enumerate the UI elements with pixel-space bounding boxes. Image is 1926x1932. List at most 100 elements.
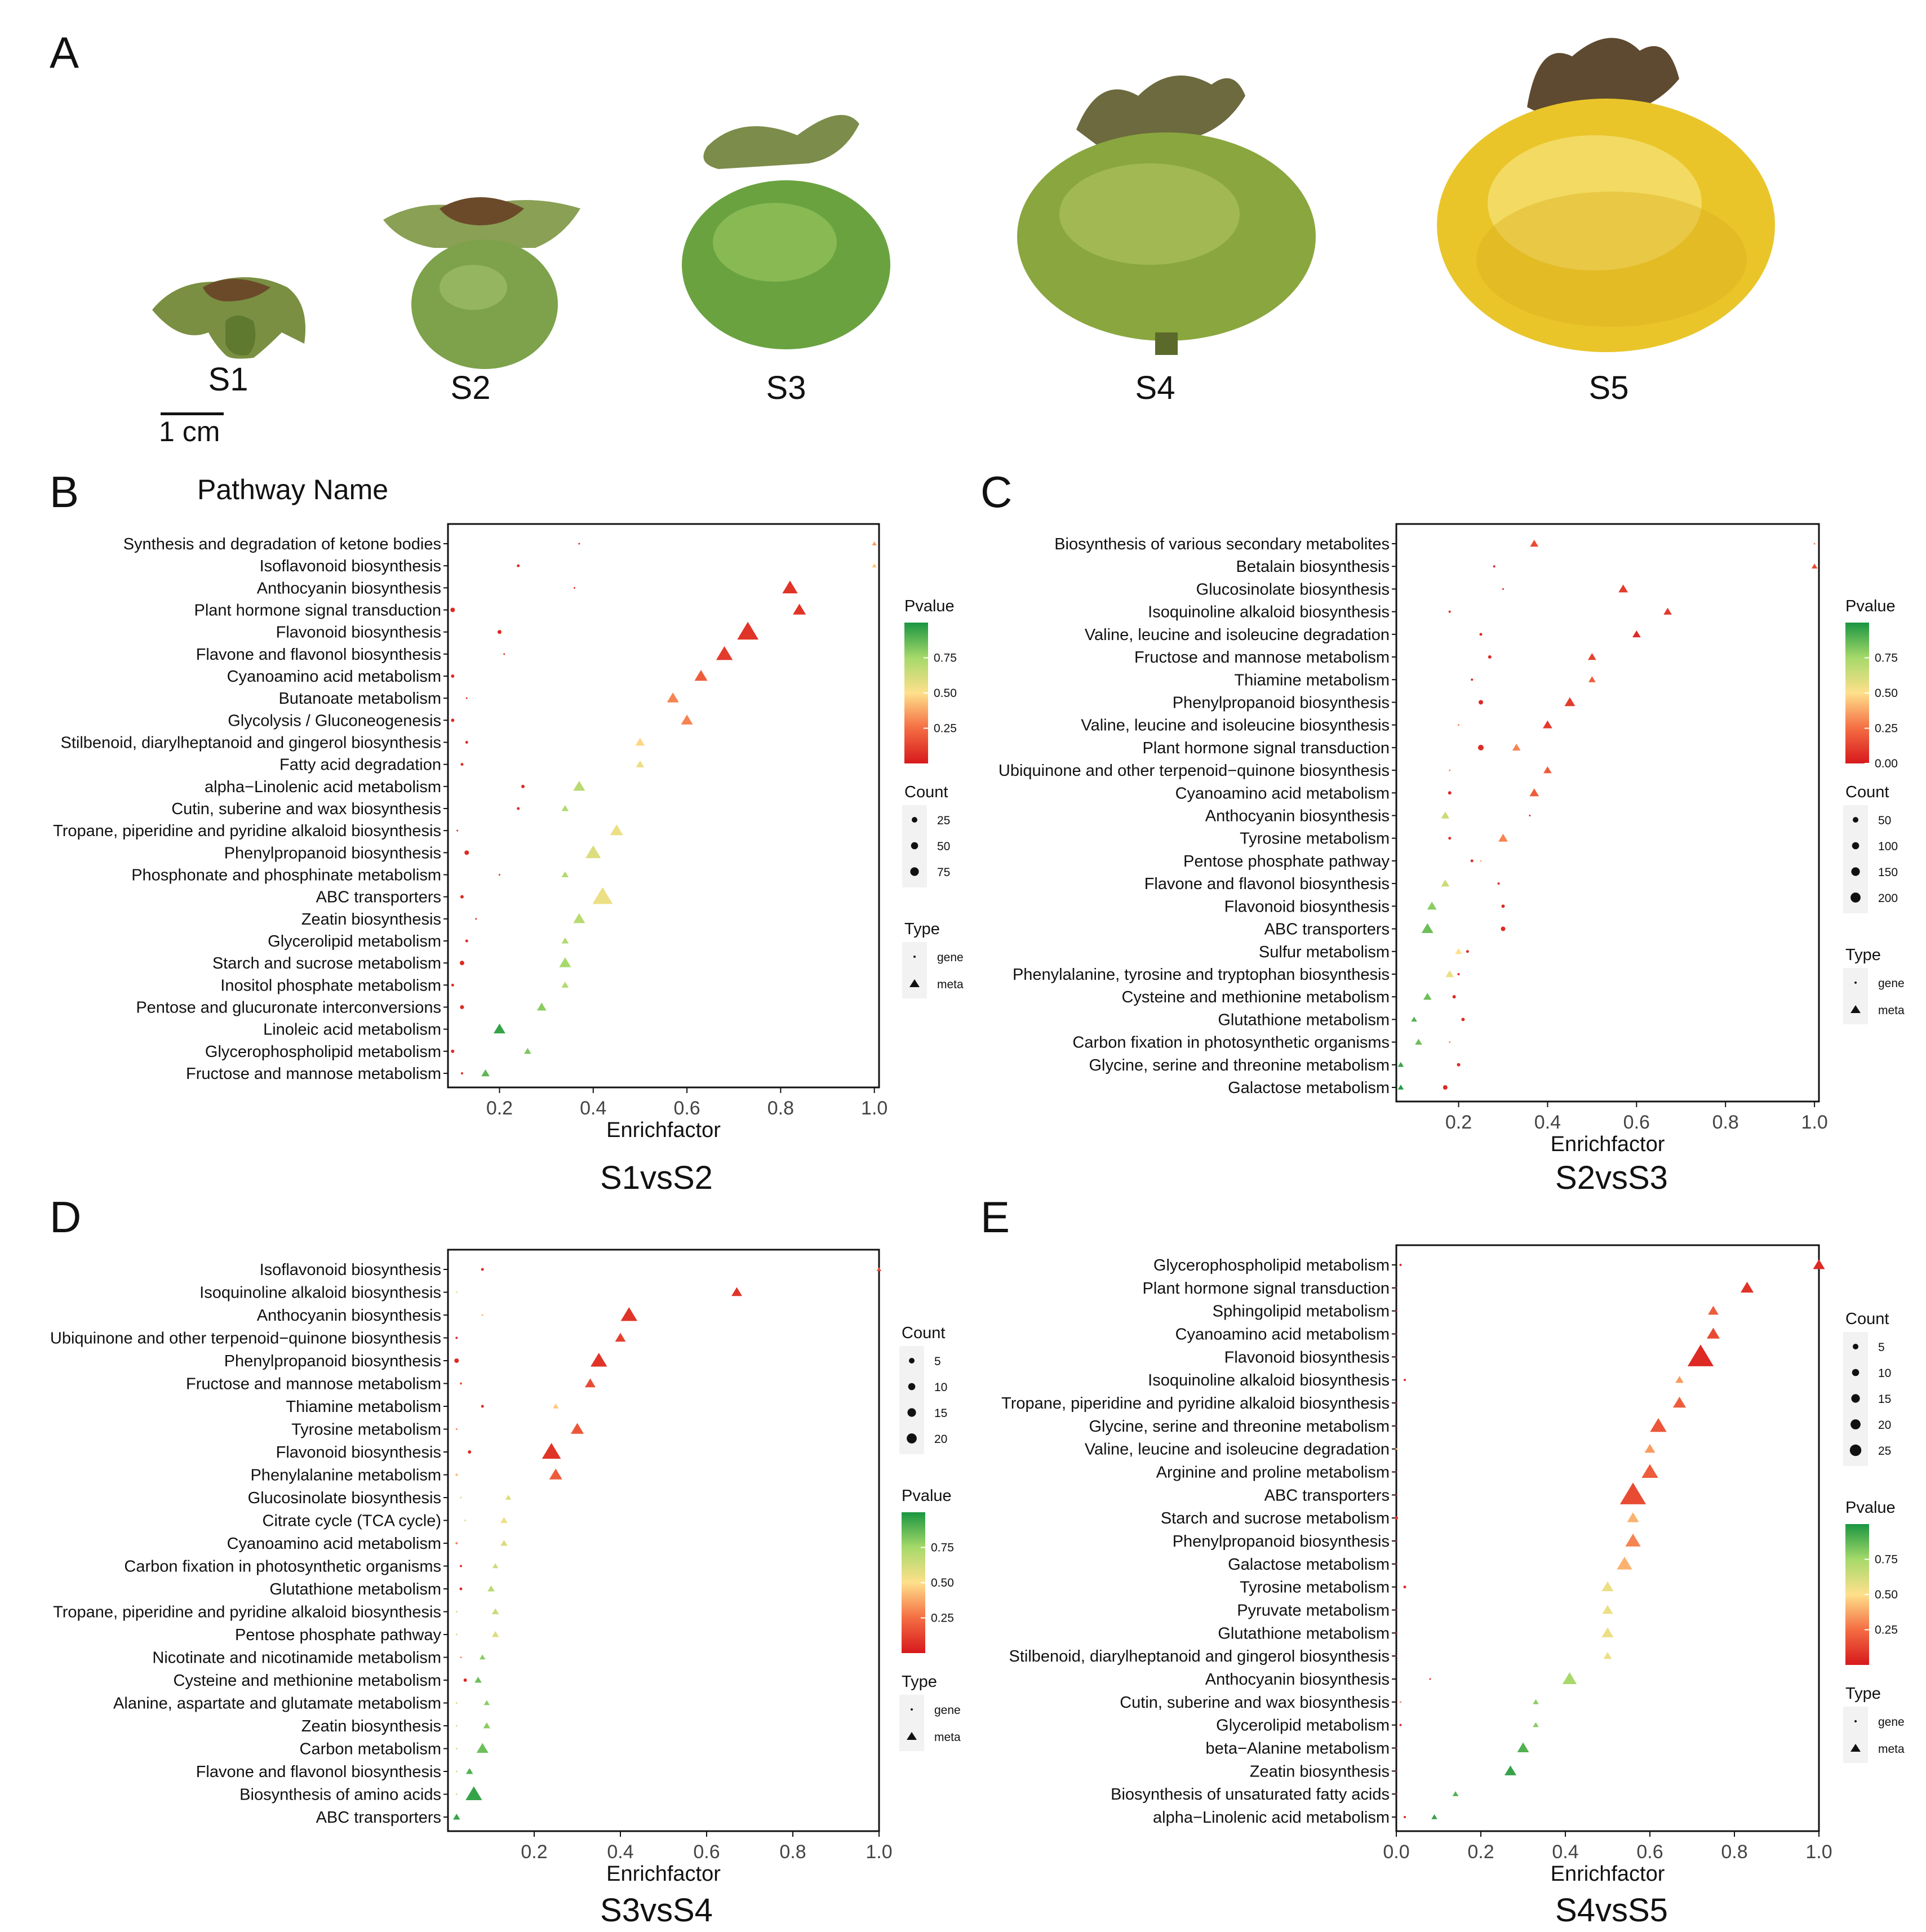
pathway-label: alpha−Linolenic acid metabolism <box>205 778 441 796</box>
gene-point <box>521 784 525 788</box>
panel-letter-c: C <box>980 467 1013 517</box>
pathway-label: Phenylalanine metabolism <box>250 1467 441 1485</box>
gene-point <box>451 718 455 722</box>
gene-point <box>455 1748 458 1749</box>
gene-point <box>460 763 464 766</box>
gene-point <box>1396 1287 1397 1289</box>
meta-point <box>474 1677 482 1683</box>
meta-point <box>636 760 645 767</box>
meta-point <box>1675 1376 1684 1383</box>
x-tick-label: 0.6 <box>1636 1841 1663 1863</box>
pathway-label: Carbon fixation in photosynthetic organi… <box>124 1558 441 1576</box>
fruit-image-s4 <box>1017 75 1316 355</box>
count-legend-dot <box>910 867 919 876</box>
gene-point <box>455 1725 458 1727</box>
pathway-label: Biosynthesis of various secondary metabo… <box>1054 535 1390 553</box>
x-tick-label: 0.2 <box>521 1841 547 1863</box>
gene-point <box>456 829 459 832</box>
gene-point <box>1396 1793 1397 1795</box>
pathway-label: Anthocyanin biosynthesis <box>1205 1671 1390 1689</box>
pathway-label: Isoquinoline alkaloid biosynthesis <box>1148 603 1390 621</box>
chart-title: S4vsS5 <box>1555 1892 1668 1929</box>
meta-point <box>667 692 679 703</box>
meta-point <box>876 1267 882 1271</box>
gene-point <box>1449 1041 1451 1043</box>
chart-e: Glycerophospholipid metabolism Plant horm… <box>1001 1244 1905 1929</box>
pvalue-legend-title: Pvalue <box>902 1487 952 1505</box>
pathway-label: Glycine, serine and threonine metabolism <box>1089 1056 1390 1074</box>
meta-point <box>1619 1482 1647 1504</box>
type-legend-gene-symbol <box>1854 981 1857 984</box>
pathway-label: Flavonoid biosynthesis <box>1224 1348 1390 1366</box>
x-tick-label: 0.4 <box>1552 1841 1578 1863</box>
meta-point <box>1530 540 1539 547</box>
meta-point <box>1562 1672 1577 1684</box>
pathway-label: Arginine and proline metabolism <box>1156 1464 1390 1482</box>
meta-point <box>1588 653 1596 660</box>
meta-point <box>694 670 708 681</box>
x-tick-label: 0.2 <box>1467 1841 1494 1863</box>
pathway-label: Zeatin biosynthesis <box>301 1717 441 1735</box>
meta-point <box>1641 1464 1658 1478</box>
gene-point <box>451 674 455 678</box>
gene-point <box>574 587 576 589</box>
meta-point <box>561 871 569 877</box>
pathway-label: Nicotinate and nicotinamide metabolism <box>152 1649 441 1667</box>
meta-point <box>479 1654 486 1660</box>
gene-point <box>1400 1701 1401 1703</box>
meta-point <box>553 1404 559 1409</box>
pathway-label: Phenylpropanoid biosynthesis <box>1173 1533 1390 1551</box>
type-legend-label: meta <box>1878 1004 1905 1017</box>
pathway-label: Flavone and flavonol biosynthesis <box>1144 875 1390 893</box>
meta-point <box>483 1722 491 1729</box>
pathway-label: Synthesis and degradation of ketone bodi… <box>123 535 441 553</box>
pathway-label: Tyrosine metabolism <box>1240 1579 1390 1597</box>
chart-title: S1vsS2 <box>600 1160 713 1196</box>
pvalue-legend-label: 0.75 <box>934 652 957 665</box>
meta-point <box>549 1468 562 1480</box>
pathway-label: Glycolysis / Gluconeogenesis <box>228 712 441 730</box>
count-legend-title: Count <box>904 783 948 801</box>
pvalue-legend-title: Pvalue <box>1845 1499 1896 1517</box>
pathway-label: Tropane, piperidine and pyridine alkaloi… <box>53 1604 441 1622</box>
meta-point <box>1811 563 1818 569</box>
panel-letter-d: D <box>50 1192 82 1242</box>
count-legend-dot <box>911 842 918 850</box>
type-legend-label: gene <box>934 1704 961 1717</box>
count-legend-dot <box>1851 1394 1860 1403</box>
pathway-label: Phenylpropanoid biosynthesis <box>224 1352 441 1370</box>
gene-point <box>1470 859 1474 863</box>
type-legend-gene-symbol <box>911 1708 913 1711</box>
pathway-label: Cysteine and methionine metabolism <box>173 1672 441 1690</box>
count-legend-dot <box>912 817 917 823</box>
gene-point <box>1404 1816 1406 1818</box>
meta-point <box>491 1608 499 1614</box>
meta-point <box>453 1814 460 1820</box>
fruit-image-s2 <box>383 197 580 369</box>
meta-point <box>731 1287 742 1296</box>
meta-point <box>681 714 693 725</box>
x-axis-title: Enrichfactor <box>1551 1132 1665 1156</box>
pathway-label: Tyrosine metabolism <box>291 1421 441 1439</box>
pathway-label: Tropane, piperidine and pyridine alkaloi… <box>53 822 441 840</box>
gene-point <box>481 1314 483 1316</box>
meta-point <box>1618 584 1628 593</box>
pathway-name-header: Pathway Name <box>197 474 389 505</box>
plot-frame <box>447 1249 880 1832</box>
gene-point <box>455 1336 458 1339</box>
pathway-label: Thiamine metabolism <box>286 1398 441 1416</box>
pathway-label: ABC transporters <box>316 1809 441 1827</box>
pathway-label: Phenylpropanoid biosynthesis <box>224 844 441 862</box>
x-tick-label: 0.6 <box>1623 1112 1650 1133</box>
gene-point <box>451 1049 455 1053</box>
meta-point <box>1512 743 1521 751</box>
meta-point <box>1431 1814 1437 1819</box>
pathway-label: Pentose phosphate pathway <box>235 1626 441 1644</box>
x-tick-label: 0.8 <box>767 1098 794 1119</box>
x-tick-label: 0.6 <box>673 1098 700 1119</box>
gene-point <box>1471 678 1474 681</box>
meta-point <box>591 1353 607 1367</box>
gene-point <box>1396 1356 1397 1358</box>
pathway-label: Glucosinolate biosynthesis <box>248 1489 441 1507</box>
gene-point <box>481 1268 484 1271</box>
